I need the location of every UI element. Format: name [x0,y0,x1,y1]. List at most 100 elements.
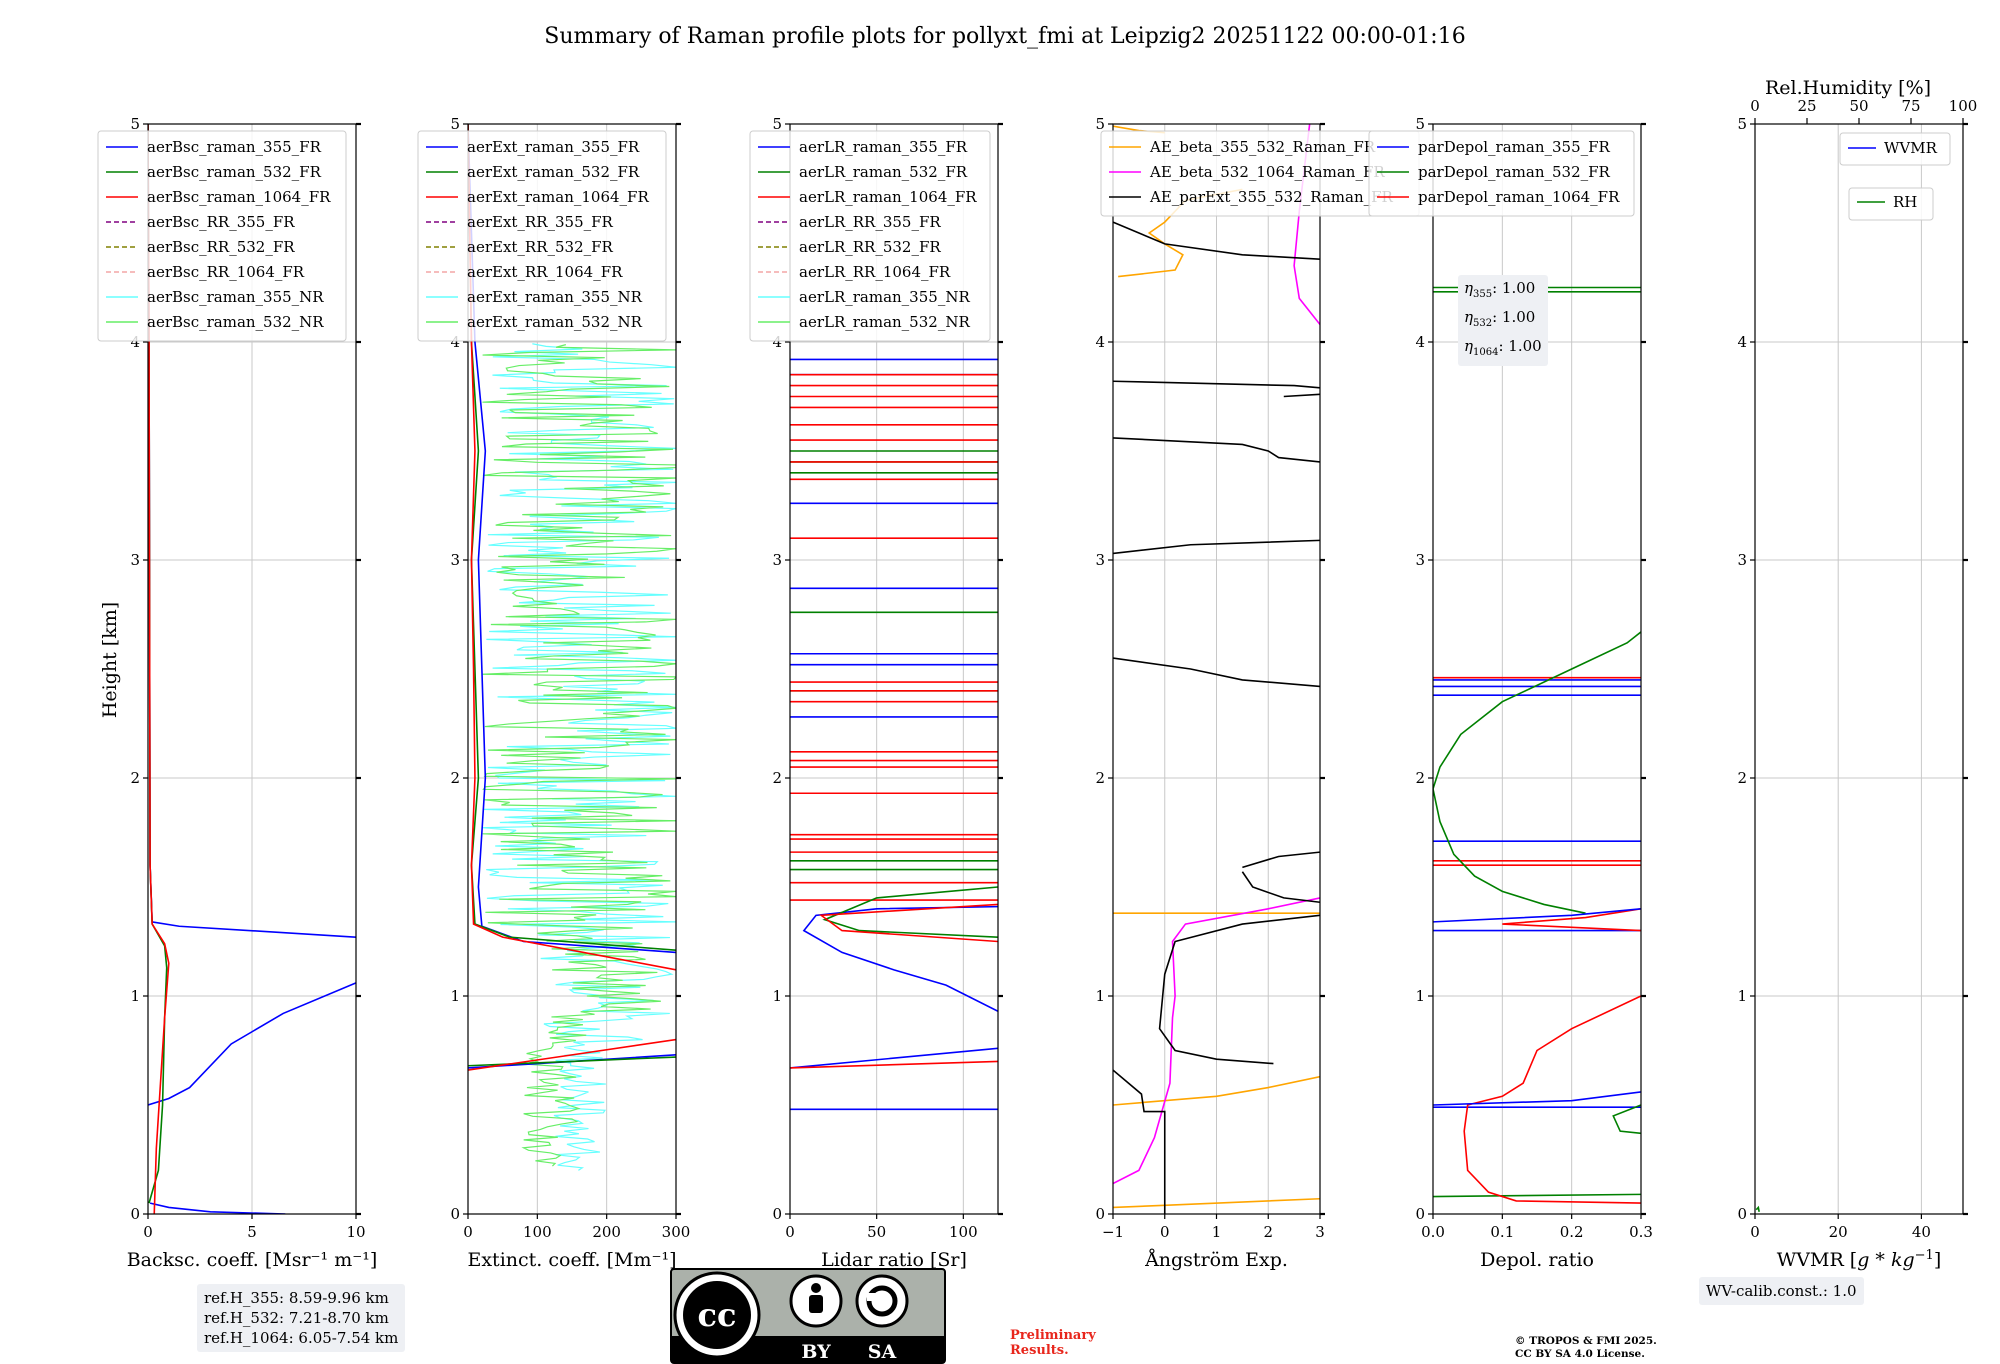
legend: aerLR_raman_355_FR aerLR_raman_532_FR aerL… [749,130,991,342]
legend-box [1368,130,1635,217]
series-line [1242,851,1320,869]
series-line [482,343,676,1171]
y-tick-label: 5 [1737,115,1747,133]
x-tick-label: 2 [1263,1223,1273,1241]
legend-item: aerBsc_RR_1064_FR [147,263,305,281]
legend: aerBsc_raman_355_FR aerBsc_raman_532_FRae… [97,130,347,342]
eta-355: η355: 1.00 [1464,279,1536,300]
legend-item: AE_parExt_355_532_Raman_FR [1149,188,1394,206]
reference-height-box: ref.H_355: 8.59-9.96 km ref.H_532: 7.21-… [197,1284,406,1352]
series-line [802,905,998,1012]
series-line [790,1060,998,1069]
x-tick-label: 200 [592,1223,621,1241]
y-tick-label: 0 [1737,1205,1747,1223]
legend-item: aerBsc_RR_355_FR [147,213,295,231]
x-tick-label: 0.3 [1629,1223,1653,1241]
ref-h-355: ref.H_355: 8.59-9.96 km [204,1289,389,1307]
series-line [149,1202,286,1214]
plot-frame [1432,123,1642,1215]
y-tick-label: 3 [1737,551,1747,569]
x-tick-label: 0.1 [1490,1223,1514,1241]
legend-item: aerExt_raman_1064_FR [467,188,649,206]
y-axis-label: Height [km] [99,602,121,718]
legend-item: aerBsc_raman_532_NR [147,313,324,331]
figure-title: Summary of Raman profile plots for polly… [544,24,1465,49]
y-tick-label: 2 [1415,769,1425,787]
y-tick-label: 0 [1095,1205,1105,1223]
legend-item: RH [1893,193,1917,211]
y-tick-label: 4 [1415,333,1425,351]
x-axis-label: Ångström Exp. [1144,1249,1288,1271]
y-tick-label: 2 [772,769,782,787]
legend-box [1848,187,1934,221]
legend-item: aerBsc_raman_355_NR [147,288,324,306]
data-series [790,358,998,1111]
subplot-6: 0 1 2 3 4 5 0 20 40 WVMR [g * kg−1] WVMR RH [1737,115,1968,1271]
legend-item: aerExt_RR_355_FR [467,213,614,231]
eta-box: η355: 1.00 η532: 1.00 η1064: 1.00 [1458,275,1548,366]
x-tick-label: 300 [662,1223,691,1241]
series-line [1113,657,1320,688]
y-tick-label: 0 [130,1205,140,1223]
legend-item: aerLR_RR_355_FR [799,213,941,231]
data-series [1433,286,1641,1204]
rh-tick-label: 100 [1949,97,1978,115]
legend-item: aerExt_raman_355_NR [467,288,643,306]
x-tick-label: 0.0 [1421,1223,1445,1241]
series-line [1113,539,1320,555]
series-line [468,124,676,952]
x-axis-label: WVMR [g * kg−1] [1777,1248,1941,1272]
cc-logo-icon [683,1281,751,1349]
rh-tick-label: 75 [1901,97,1920,115]
y-tick-label: 5 [772,115,782,133]
legend-item: parDepol_raman_1064_FR [1418,188,1620,206]
y-tick-label: 1 [450,987,460,1005]
copyright-line-1: © TROPOS & FMI 2025. [1515,1335,1657,1347]
wv-calib-box: WV-calib.const.: 1.0 [1699,1277,1864,1305]
legend-item: aerLR_raman_355_NR [799,288,970,306]
y-tick-label: 3 [450,551,460,569]
y-tick-label: 2 [450,769,460,787]
x-tick-label: 100 [949,1223,978,1241]
y-tick-label: 4 [772,333,782,351]
x-tick-label: 5 [247,1223,257,1241]
y-tick-label: 5 [1095,115,1105,133]
x-tick-label: 0 [1160,1223,1170,1241]
series-line [1433,1091,1641,1106]
sa-icon-gap [867,1293,878,1301]
legend-item: parDepol_raman_355_FR [1418,138,1611,156]
y-tick-label: 3 [130,551,140,569]
y-tick-label: 1 [1737,987,1747,1005]
y-tick-label: 0 [1415,1205,1425,1223]
y-tick-label: 0 [772,1205,782,1223]
plot-frame [1754,123,1964,1215]
subplot-2: 0 1 2 3 4 5 0 100 200 300 Extinct. coeff. [Mm⁻¹] ae… [417,115,691,1271]
y-tick-label: 2 [130,769,140,787]
ref-h-1064: ref.H_1064: 6.05-7.54 km [204,1329,399,1347]
cc-by-label: BY [801,1341,831,1363]
series-line [790,1047,998,1069]
legend-item: aerLR_raman_1064_FR [799,188,977,206]
data-series [1755,1205,1760,1212]
legend-item: aerBsc_raman_1064_FR [147,188,331,206]
sa-icon [855,1274,909,1328]
x-tick-label: 40 [1912,1223,1931,1241]
axis-label-part: ] [1934,1249,1941,1271]
y-tick-label: 1 [130,987,140,1005]
copyright-line-2: CC BY SA 4.0 License. [1515,1348,1645,1360]
legend: parDepol_raman_355_FR parDepol_raman_532_… [1368,130,1635,217]
series-line [1755,1205,1760,1212]
x-axis-label: Depol. ratio [1480,1249,1594,1271]
preliminary-line-2: Results. [1010,1343,1069,1358]
ref-h-532: ref.H_532: 7.21-8.70 km [204,1309,389,1327]
legend-box [97,130,347,342]
series-line [148,124,170,1214]
y-tick-label: 0 [450,1205,460,1223]
legend-item: aerBsc_raman_355_FR [147,138,322,156]
preliminary-line-1: Preliminary [1010,1328,1096,1343]
series-line [468,1056,676,1067]
series-line [482,344,676,1167]
legend: aerExt_raman_355_FR aerExt_raman_532_FRae… [417,130,667,342]
x-tick-label: 3 [1315,1223,1325,1241]
legend-box [417,130,667,342]
